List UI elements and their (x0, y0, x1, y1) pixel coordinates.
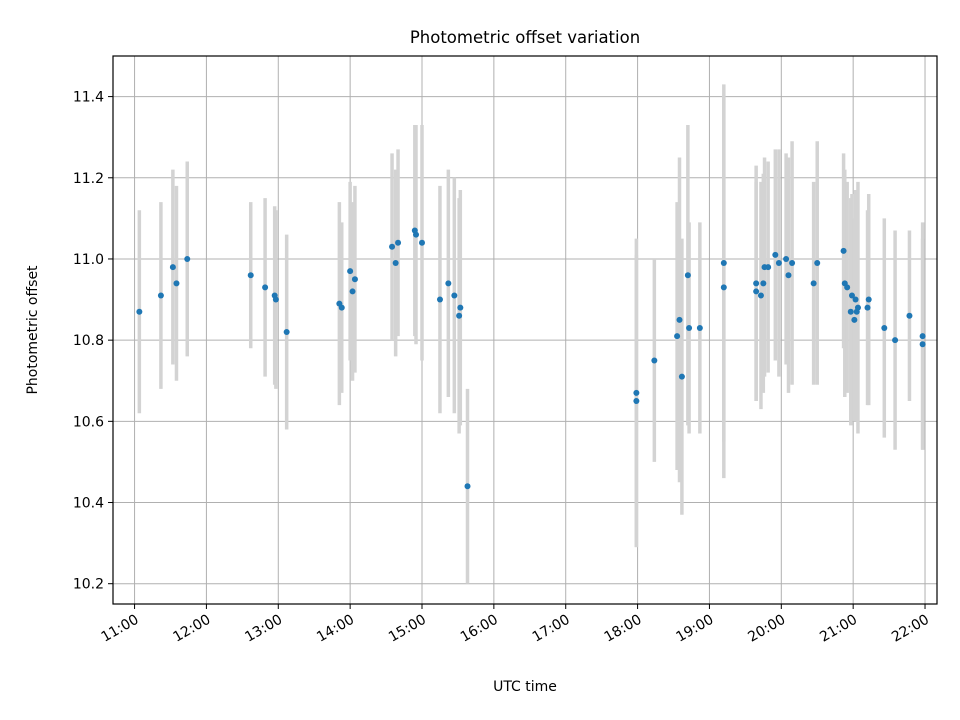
data-point (881, 324, 888, 331)
data-point (136, 308, 143, 315)
data-point (457, 304, 464, 311)
data-point (351, 276, 358, 283)
data-point (848, 292, 855, 299)
data-point (684, 272, 691, 279)
data-point (676, 316, 683, 323)
y-tick-label: 10.4 (73, 496, 104, 512)
data-point (272, 296, 279, 303)
data-point (720, 284, 727, 291)
data-point (865, 296, 872, 303)
data-point (919, 333, 926, 340)
data-point (395, 239, 402, 246)
data-point (456, 312, 463, 319)
data-point (775, 260, 782, 267)
data-point (173, 280, 180, 287)
data-point (674, 333, 681, 340)
data-point (864, 304, 871, 311)
y-tick-label: 11.4 (73, 90, 104, 106)
data-point (651, 357, 658, 364)
data-point (851, 316, 858, 323)
y-tick-label: 10.6 (73, 414, 104, 430)
y-axis-ticks: 10.2 10.4 10.6 10.8 11.0 11.2 11.4 (73, 90, 113, 593)
data-point (262, 284, 269, 291)
data-point (678, 373, 685, 380)
data-point (445, 280, 452, 287)
data-point (765, 264, 772, 271)
data-point (785, 272, 792, 279)
data-point (892, 337, 899, 344)
y-tick-label: 10.8 (73, 333, 104, 349)
data-point (789, 260, 796, 267)
data-point (760, 280, 767, 287)
chart-title: Photometric offset variation (410, 28, 640, 47)
data-point (392, 260, 399, 267)
data-point (247, 272, 254, 279)
data-point (633, 389, 640, 396)
data-point (338, 304, 345, 311)
data-point (906, 312, 913, 319)
data-point (157, 292, 164, 299)
data-point (436, 296, 443, 303)
y-tick-label: 11.2 (73, 171, 104, 187)
data-point (413, 231, 420, 238)
data-point (696, 324, 703, 331)
data-point (169, 264, 176, 271)
data-point (753, 288, 760, 295)
data-point (464, 483, 471, 490)
data-point (451, 292, 458, 299)
data-point (349, 288, 356, 295)
data-point (847, 308, 854, 315)
data-point (814, 260, 821, 267)
data-point (852, 296, 859, 303)
data-point (844, 284, 851, 291)
x-axis-label: UTC time (493, 679, 557, 695)
data-point (840, 247, 847, 254)
data-point (184, 255, 191, 262)
data-point (720, 260, 727, 267)
data-point (633, 398, 640, 405)
data-point (854, 304, 861, 311)
data-points (136, 227, 926, 490)
data-point (686, 324, 693, 331)
plot-frame (112, 55, 938, 605)
data-point (389, 243, 396, 250)
y-axis-label: Photometric offset (25, 265, 41, 395)
data-point (757, 292, 764, 299)
data-point (783, 255, 790, 262)
data-point (919, 341, 926, 348)
data-point (283, 329, 290, 336)
y-tick-label: 11.0 (73, 252, 104, 268)
y-tick-label: 10.2 (73, 577, 104, 593)
data-point (347, 268, 354, 275)
data-point (419, 239, 425, 246)
data-point (772, 251, 779, 258)
data-point (810, 280, 817, 287)
data-point (753, 280, 760, 287)
